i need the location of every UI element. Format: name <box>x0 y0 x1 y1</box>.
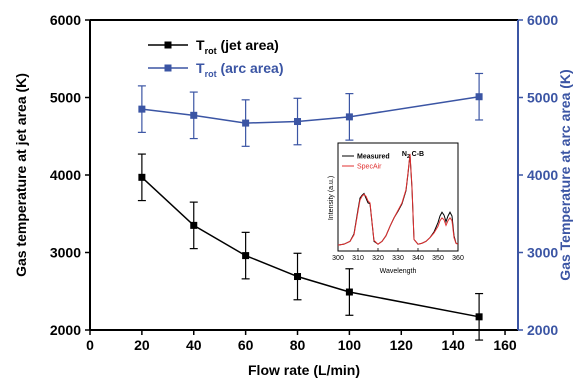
x-tick-label: 140 <box>441 337 465 353</box>
legend-arc-marker <box>164 64 172 72</box>
inset-x-tick-label: 360 <box>452 255 464 262</box>
legend-entry-arc: Trot (arc area) <box>148 60 284 79</box>
series-line <box>141 176 480 318</box>
y-left-axis-ticks: 2000 3000 4000 5000 6000 <box>50 12 90 338</box>
y-right-tick-label: 3000 <box>527 245 558 261</box>
inset-series-specair <box>337 153 459 246</box>
legend-arc-label: Trot (arc area) <box>196 60 284 79</box>
legend-arc-suffix: (arc area) <box>217 60 284 76</box>
inset-legend: Measured SpecAir <box>342 154 390 171</box>
series-line <box>141 95 480 124</box>
y-left-tick-label: 3000 <box>50 245 81 261</box>
legend-jet-suffix: (jet area) <box>217 37 279 53</box>
x-tick-label: 120 <box>390 337 414 353</box>
y-left-tick-label: 5000 <box>50 90 81 106</box>
inset-x-title: Wavelength <box>380 268 417 275</box>
inset-y-title: Intensity (a.u.) <box>328 176 335 220</box>
data-point <box>242 119 250 127</box>
inset-legend-measured: Measured <box>357 154 390 161</box>
y-left-tick-label: 4000 <box>50 167 81 183</box>
x-tick-label: 60 <box>238 337 254 353</box>
inset-x-tick-label: 300 <box>332 255 344 262</box>
data-point <box>190 111 198 119</box>
data-point <box>242 252 250 260</box>
inset-x-tick-label: 310 <box>352 255 364 262</box>
y-right-tick-label: 2000 <box>527 322 558 338</box>
x-axis-title: Flow rate (L/min) <box>248 362 360 378</box>
y-right-tick-label: 6000 <box>527 12 558 28</box>
legend-jet-sub: rot <box>205 46 217 56</box>
legend-jet-main: T <box>196 37 205 53</box>
legend-arc-sub: rot <box>205 69 217 79</box>
inset-annotation: N2 C-B <box>402 151 424 160</box>
x-tick-label: 20 <box>134 337 150 353</box>
legend-jet-marker <box>164 41 172 49</box>
series-1 <box>137 72 484 147</box>
y-left-tick-label: 6000 <box>50 12 81 28</box>
series-0 <box>137 153 484 341</box>
data-point <box>138 173 146 181</box>
inset-legend-specair: SpecAir <box>357 164 382 171</box>
data-point <box>294 273 302 281</box>
inset-x-tick-label: 330 <box>392 255 404 262</box>
data-point <box>475 313 483 321</box>
data-point <box>294 118 302 126</box>
inset-series <box>337 153 459 246</box>
inset-spectrum: 300 310 320 330 340 350 360 Wavelength Intensi… <box>328 142 464 275</box>
series-layer <box>137 72 484 341</box>
legend: Trot (jet area) Trot (arc area) <box>148 37 284 79</box>
x-tick-label: 40 <box>186 337 202 353</box>
data-point <box>190 221 198 229</box>
inset-annotation-sub: 2 <box>407 154 410 160</box>
y-left-tick-label: 2000 <box>50 322 81 338</box>
x-tick-label: 0 <box>86 337 94 353</box>
inset-annotation-suffix: C-B <box>410 151 424 158</box>
y-right-axis-ticks: 2000 3000 4000 5000 6000 <box>518 12 558 338</box>
x-tick-label: 160 <box>493 337 517 353</box>
y-left-axis-title: Gas temperature at jet area (K) <box>13 73 29 277</box>
inset-x-ticks: 300 310 320 330 340 350 360 <box>332 248 464 262</box>
legend-entry-jet: Trot (jet area) <box>148 37 279 56</box>
data-point <box>345 288 353 296</box>
x-tick-label: 80 <box>290 337 306 353</box>
data-point <box>345 113 353 121</box>
y-right-tick-label: 4000 <box>527 167 558 183</box>
legend-jet-label: Trot (jet area) <box>196 37 279 56</box>
inset-annotation-main: N <box>402 151 407 158</box>
x-axis-ticks: 0 20 40 60 80 100 120 140 160 <box>86 330 517 353</box>
y-right-axis-title: Gas Temperature at arc area (K) <box>557 69 573 280</box>
data-point <box>475 93 483 101</box>
inset-x-tick-label: 340 <box>412 255 424 262</box>
data-point <box>138 105 146 113</box>
inset-x-tick-label: 320 <box>372 255 384 262</box>
inset-frame <box>337 142 459 252</box>
x-tick-label: 100 <box>338 337 362 353</box>
legend-arc-main: T <box>196 60 205 76</box>
y-right-tick-label: 5000 <box>527 90 558 106</box>
inset-x-tick-label: 350 <box>432 255 444 262</box>
